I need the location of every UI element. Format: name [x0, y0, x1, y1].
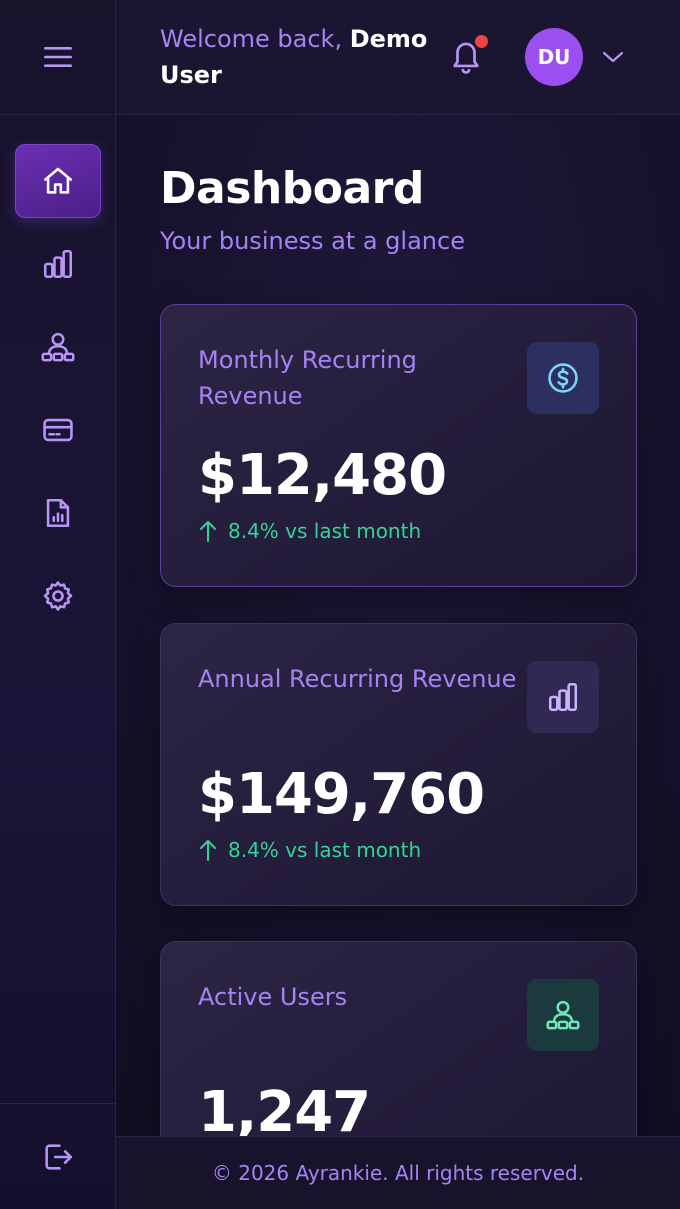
- card-title: Monthly Recurring Revenue: [198, 346, 417, 410]
- card-icon-box: [527, 342, 599, 414]
- avatar-initials: DU: [537, 45, 571, 69]
- notification-badge: [475, 35, 488, 48]
- avatar[interactable]: DU: [525, 28, 583, 86]
- user-menu-toggle[interactable]: [599, 43, 627, 71]
- main-content: Dashboard Your business at a glance Mont…: [116, 115, 680, 1136]
- sidebar-nav: [0, 144, 116, 642]
- page-subtitle: Your business at a glance: [160, 227, 465, 255]
- arrow-up-icon: [200, 521, 216, 542]
- arrow-up-icon: [200, 840, 216, 861]
- stat-card-arr[interactable]: Annual Recurring Revenue $149,760 8.4% v…: [160, 623, 637, 906]
- sidebar-item-analytics[interactable]: [15, 227, 101, 301]
- sidebar-top: [0, 0, 115, 115]
- card-icon-box: [527, 979, 599, 1051]
- sidebar-bottom: [0, 1103, 116, 1209]
- stat-card-active-users[interactable]: Active Users 1,247: [160, 941, 637, 1136]
- gear-icon: [43, 581, 73, 611]
- bar-chart-icon: [548, 682, 578, 712]
- chevron-down-icon: [602, 51, 624, 63]
- sidebar-item-reports[interactable]: [15, 476, 101, 550]
- card-value: $12,480: [198, 443, 447, 508]
- user-name: Demo User: [160, 25, 428, 89]
- sidebar-item-home[interactable]: [15, 144, 101, 218]
- logout-button[interactable]: [36, 1135, 80, 1179]
- hamburger-icon: [43, 47, 72, 67]
- page-title: Dashboard: [160, 163, 424, 214]
- card-change: 8.4% vs last month: [198, 838, 421, 862]
- footer: © 2026 Ayrankie. All rights reserved.: [116, 1136, 680, 1209]
- card-title: Active Users: [198, 983, 348, 1011]
- sidebar-item-settings[interactable]: [15, 559, 101, 633]
- logout-icon: [45, 1143, 73, 1170]
- card-icon-box: [527, 661, 599, 733]
- welcome-prefix: Welcome back,: [160, 25, 343, 53]
- users-icon: [546, 1000, 580, 1030]
- dollar-icon: [548, 363, 578, 393]
- card-value: $149,760: [198, 762, 485, 827]
- notifications-button[interactable]: [449, 36, 483, 76]
- credit-card-icon: [43, 418, 73, 442]
- report-icon: [46, 498, 70, 528]
- top-header: Welcome back, Demo User DU: [116, 0, 680, 115]
- welcome-message: Welcome back, Demo User: [160, 21, 440, 93]
- stat-card-mrr[interactable]: Monthly Recurring Revenue $12,480 8.4% v…: [160, 304, 637, 587]
- footer-text: © 2026 Ayrankie. All rights reserved.: [211, 1161, 585, 1185]
- bar-chart-icon: [43, 249, 73, 279]
- sidebar: [0, 0, 116, 1209]
- sidebar-item-users[interactable]: [15, 310, 101, 384]
- card-change-text: 8.4% vs last month: [228, 838, 422, 862]
- card-change-text: 8.4% vs last month: [228, 519, 422, 543]
- card-value: 1,247: [198, 1080, 371, 1136]
- users-icon: [41, 332, 75, 362]
- sidebar-item-billing[interactable]: [15, 393, 101, 467]
- hamburger-menu-button[interactable]: [38, 37, 78, 77]
- home-icon: [43, 167, 73, 194]
- card-change: 8.4% vs last month: [198, 519, 421, 543]
- card-title: Annual Recurring Revenue: [198, 665, 517, 693]
- bell-icon: [453, 42, 479, 74]
